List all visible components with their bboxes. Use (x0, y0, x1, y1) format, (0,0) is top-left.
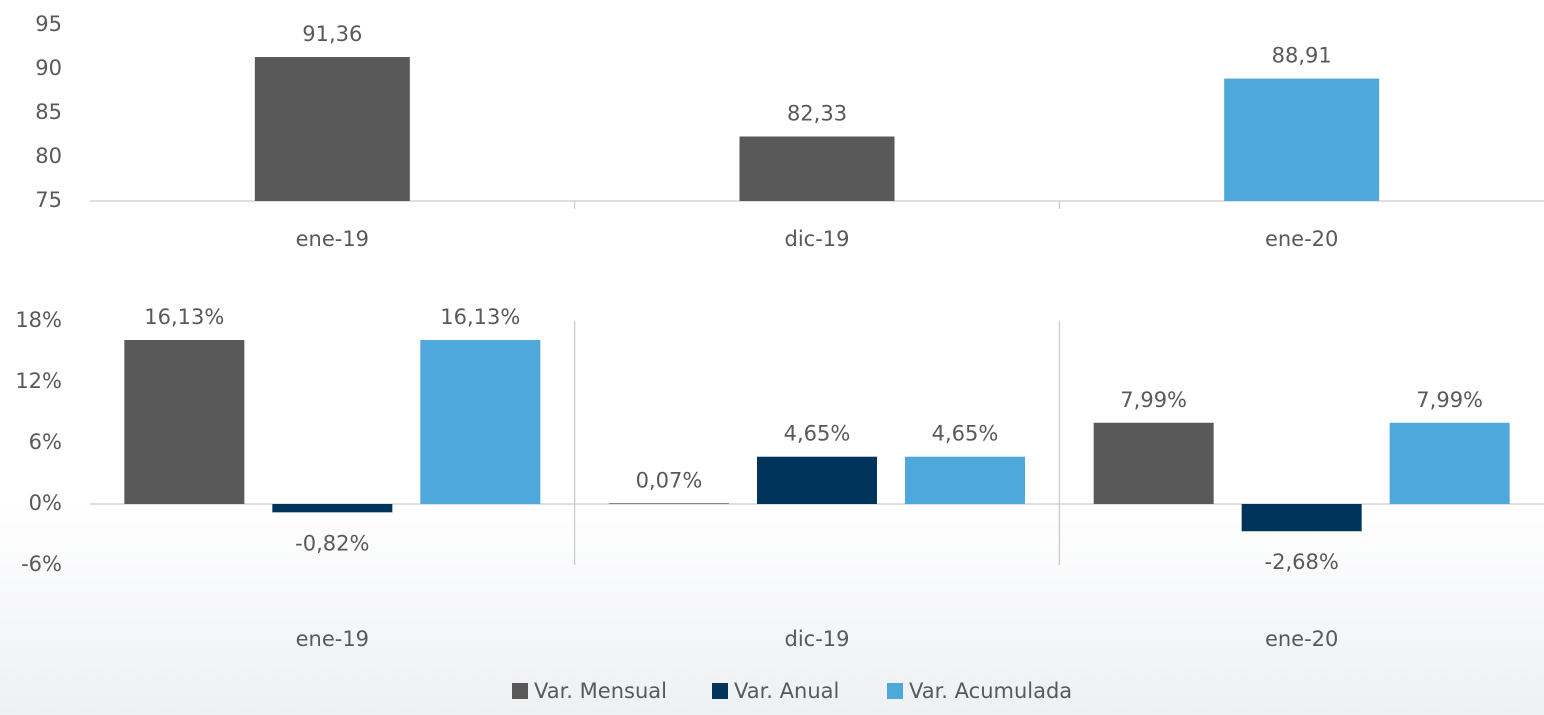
value-label: 7,99% (1120, 388, 1187, 412)
x-tick-label: ene-20 (1265, 627, 1338, 651)
legend-label: Var. Anual (734, 679, 839, 703)
value-label: 16,13% (440, 305, 520, 329)
y-tick-label: 90 (35, 56, 62, 80)
x-tick-label: ene-19 (296, 627, 369, 651)
bar (1389, 422, 1510, 504)
bar (124, 340, 245, 504)
value-label: 7,99% (1416, 388, 1483, 412)
value-label: -2,68% (1265, 550, 1339, 574)
x-tick-label: ene-20 (1265, 227, 1338, 251)
value-label: 91,36 (302, 22, 362, 46)
bar (272, 504, 393, 513)
y-tick-label: -6% (21, 552, 62, 576)
value-label: 82,33 (787, 101, 847, 125)
legend-swatch (512, 683, 528, 699)
y-tick-label: 0% (29, 491, 62, 515)
value-label: -0,82% (295, 531, 369, 555)
bar (1093, 422, 1214, 504)
legend-swatch (712, 683, 728, 699)
y-tick-label: 6% (29, 430, 62, 454)
bar (420, 340, 541, 504)
bar (739, 136, 895, 201)
value-label: 88,91 (1272, 44, 1332, 68)
legend-label: Var. Acumulada (909, 679, 1072, 703)
y-tick-label: 95 (35, 12, 62, 36)
bar (757, 456, 877, 504)
bar (1224, 78, 1380, 201)
x-tick-label: dic-19 (784, 627, 849, 651)
x-tick-label: ene-19 (296, 227, 369, 251)
y-tick-label: 80 (35, 144, 62, 168)
legend-swatch (887, 683, 903, 699)
x-tick-label: dic-19 (784, 227, 849, 251)
y-tick-label: 18% (15, 308, 62, 332)
legend-label: Var. Mensual (534, 679, 667, 703)
bar (609, 503, 729, 504)
y-tick-label: 75 (35, 188, 62, 212)
bar (1241, 504, 1362, 532)
value-label: 16,13% (144, 305, 224, 329)
y-tick-label: 12% (15, 369, 62, 393)
bar (905, 456, 1025, 504)
value-label: 4,65% (784, 422, 851, 446)
bar (254, 57, 410, 202)
y-tick-label: 85 (35, 100, 62, 124)
value-label: 4,65% (932, 422, 999, 446)
value-label: 0,07% (636, 468, 703, 492)
